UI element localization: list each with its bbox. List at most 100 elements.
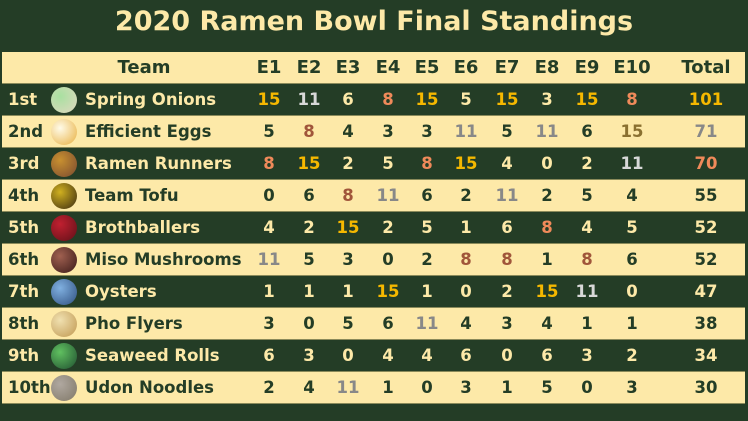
total-score: 52 [694, 250, 718, 269]
team-marble-icon [51, 279, 77, 305]
event-score: 0 [263, 186, 275, 205]
event-score: 3 [303, 346, 315, 365]
event-score: 8 [421, 154, 433, 173]
event-score: 5 [626, 218, 638, 237]
event-score: 1 [421, 282, 433, 301]
event-score: 8 [382, 90, 394, 109]
event-score: 4 [421, 346, 433, 365]
event-score: 0 [382, 250, 394, 269]
team-name: Efficient Eggs [85, 122, 212, 141]
total-score: 101 [688, 90, 724, 109]
event-header: E6 [453, 57, 479, 78]
event-score: 4 [382, 346, 394, 365]
event-score: 2 [263, 378, 275, 397]
event-header: E9 [574, 57, 600, 78]
event-score: 4 [460, 314, 472, 333]
event-header: E7 [494, 57, 520, 78]
rank: 9th [8, 346, 40, 365]
event-score: 4 [626, 186, 638, 205]
rank: 3rd [8, 154, 40, 173]
event-score: 6 [626, 250, 638, 269]
event-score: 15 [620, 122, 644, 141]
rank: 8th [8, 314, 40, 333]
event-score: 2 [581, 154, 593, 173]
event-score: 11 [454, 122, 478, 141]
event-score: 2 [626, 346, 638, 365]
team-header: Team [117, 57, 171, 78]
event-score: 2 [421, 250, 433, 269]
table-row: 4th Team Tofu 0 6 8 11 6 2 11 2 5 4 55 [2, 180, 745, 212]
rank: 5th [8, 218, 40, 237]
header-row: Team E1 E2 E3 E4 E5 E6 E7 E8 E9 E10 Total [2, 52, 745, 84]
team-name: Miso Mushrooms [85, 250, 242, 269]
event-header: E2 [296, 57, 322, 78]
team-marble-icon [51, 215, 77, 241]
event-score: 2 [501, 282, 513, 301]
total-score: 55 [694, 186, 718, 205]
event-score: 6 [303, 186, 315, 205]
event-score: 5 [382, 154, 394, 173]
team-name: Ramen Runners [85, 154, 232, 173]
event-score: 15 [297, 154, 321, 173]
event-score: 5 [303, 250, 315, 269]
event-score: 8 [501, 250, 513, 269]
event-score: 1 [460, 218, 472, 237]
event-score: 1 [581, 314, 593, 333]
event-score: 4 [541, 314, 553, 333]
event-header: E1 [256, 57, 282, 78]
team-marble-icon [51, 311, 77, 337]
event-score: 15 [454, 154, 478, 173]
table-row: 6th Miso Mushrooms 11 5 3 0 2 8 8 1 8 6 52 [2, 244, 745, 276]
event-score: 11 [535, 122, 559, 141]
event-score: 0 [581, 378, 593, 397]
event-score: 8 [263, 154, 275, 173]
event-score: 1 [501, 378, 513, 397]
event-score: 11 [257, 250, 281, 269]
team-marble-icon [51, 151, 77, 177]
rank: 7th [8, 282, 40, 301]
event-score: 5 [501, 122, 513, 141]
event-score: 3 [460, 378, 472, 397]
event-score: 5 [541, 378, 553, 397]
table-row: 10th Udon Noodles 2 4 11 1 0 3 1 5 0 3 30 [2, 372, 745, 404]
event-header: E4 [375, 57, 401, 78]
team-name: Team Tofu [85, 186, 179, 205]
event-score: 2 [382, 218, 394, 237]
event-score: 2 [541, 186, 553, 205]
event-score: 15 [415, 90, 439, 109]
event-score: 5 [581, 186, 593, 205]
event-score: 6 [581, 122, 593, 141]
team-name: Seaweed Rolls [85, 346, 220, 365]
total-header: Total [681, 57, 731, 78]
rank: 1st [8, 90, 38, 109]
event-score: 15 [575, 90, 599, 109]
standings-table: Team E1 E2 E3 E4 E5 E6 E7 E8 E9 E10 Total 1st Spri… [2, 52, 745, 404]
event-score: 3 [541, 90, 553, 109]
event-score: 6 [460, 346, 472, 365]
event-score: 8 [303, 122, 315, 141]
event-score: 5 [342, 314, 354, 333]
event-score: 0 [626, 282, 638, 301]
total-score: 52 [694, 218, 718, 237]
event-score: 3 [342, 250, 354, 269]
total-score: 34 [694, 346, 718, 365]
event-score: 15 [495, 90, 519, 109]
event-score: 1 [626, 314, 638, 333]
team-name: Spring Onions [85, 90, 217, 109]
event-score: 15 [336, 218, 360, 237]
event-score: 6 [342, 90, 354, 109]
event-score: 11 [297, 90, 321, 109]
event-score: 2 [303, 218, 315, 237]
event-header: E3 [335, 57, 361, 78]
rank: 4th [8, 186, 40, 205]
event-score: 4 [263, 218, 275, 237]
total-score: 30 [694, 378, 718, 397]
event-score: 15 [257, 90, 281, 109]
event-score: 5 [460, 90, 472, 109]
event-score: 11 [336, 378, 360, 397]
team-marble-icon [51, 183, 77, 209]
event-score: 8 [626, 90, 638, 109]
event-score: 6 [382, 314, 394, 333]
total-score: 70 [694, 154, 718, 173]
event-score: 0 [541, 154, 553, 173]
